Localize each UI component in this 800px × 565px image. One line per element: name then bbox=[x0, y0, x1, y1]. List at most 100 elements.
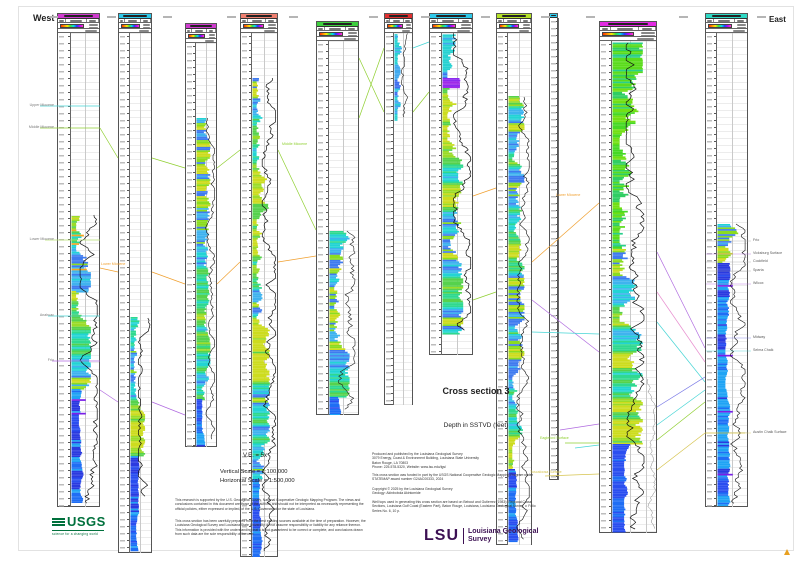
depth-tick-marks bbox=[713, 36, 716, 507]
well-track-body bbox=[241, 33, 277, 557]
gr-colorbar-row bbox=[58, 23, 99, 29]
well-header-row bbox=[497, 29, 531, 33]
track-divider bbox=[140, 33, 141, 553]
log-curve bbox=[729, 223, 745, 504]
gr-colorbar-row bbox=[317, 31, 358, 37]
log-curve-area bbox=[441, 33, 472, 355]
well-header-row bbox=[119, 19, 151, 23]
gr-colorbar bbox=[432, 24, 457, 28]
east-label: East bbox=[769, 15, 786, 24]
well-track-body bbox=[706, 33, 747, 507]
gr-colorbar bbox=[602, 32, 635, 36]
well-log-track-7 bbox=[429, 13, 473, 355]
usgs-logo: USGS science for a changing world bbox=[52, 514, 106, 536]
well-track-body bbox=[497, 33, 531, 545]
log-fill-svg bbox=[612, 42, 655, 533]
ve-label: V.E. = 5x bbox=[243, 453, 267, 459]
page-marker-icon[interactable] bbox=[784, 549, 790, 555]
lsu-wordmark: LSU bbox=[424, 527, 459, 544]
gr-colorbar bbox=[708, 24, 732, 28]
well-header-row bbox=[497, 19, 531, 23]
gr-colorbar-row bbox=[706, 23, 747, 29]
well-log-track-8 bbox=[496, 13, 532, 545]
log-curve-area bbox=[393, 33, 412, 405]
depth-scale bbox=[430, 33, 442, 355]
log-curve-area bbox=[507, 33, 531, 545]
log-curve-area bbox=[328, 41, 358, 415]
depth-tick-numbers bbox=[242, 36, 247, 557]
depth-tick-marks bbox=[390, 36, 393, 405]
well-header-row bbox=[186, 39, 216, 43]
horizontal-scale-label: Horizontal Scale = 1:500,000 bbox=[220, 478, 295, 484]
gr-colorbar bbox=[60, 24, 84, 28]
depth-scale bbox=[550, 18, 559, 480]
well-log-track-4 bbox=[240, 13, 278, 557]
well-track-body bbox=[317, 41, 358, 415]
depth-tick-numbers bbox=[59, 36, 64, 507]
well-track-body bbox=[430, 33, 472, 355]
well-title-bar bbox=[497, 14, 531, 19]
depth-tick-marks bbox=[126, 36, 129, 553]
usgs-wordmark: USGS bbox=[67, 514, 106, 529]
log-curve bbox=[337, 230, 355, 410]
distance-label-smudge bbox=[49, 16, 58, 18]
credits-copyright: Copyright © 2025 by the Louisiana Geolog… bbox=[372, 487, 453, 496]
log-curve-area bbox=[70, 33, 99, 507]
well-log-track-1 bbox=[57, 13, 100, 507]
gr-colorbar-row bbox=[119, 23, 151, 29]
preparation-disclaimer: This cross section has been carefully pr… bbox=[175, 519, 366, 537]
depth-tick-numbers bbox=[431, 36, 436, 355]
distance-label-smudge bbox=[107, 16, 116, 18]
gr-colorbar-row bbox=[385, 23, 412, 29]
depth-tick-numbers bbox=[707, 36, 712, 507]
log-fill-svg bbox=[508, 96, 529, 543]
gr-colorbar bbox=[499, 24, 519, 28]
well-header-row bbox=[430, 19, 472, 23]
gr-colorbar-row bbox=[430, 23, 472, 29]
log-fill-svg bbox=[717, 223, 745, 507]
well-title-text-smudge bbox=[63, 15, 94, 17]
track-divider bbox=[731, 33, 733, 507]
well-header-row bbox=[430, 29, 472, 33]
credits-produced: Produced and published by the Louisiana … bbox=[372, 452, 479, 470]
well-title-bar bbox=[119, 14, 151, 19]
well-header-row bbox=[241, 19, 277, 23]
track-divider bbox=[343, 41, 344, 415]
log-fill-svg bbox=[252, 77, 276, 557]
well-header-row bbox=[600, 27, 656, 31]
log-curve bbox=[79, 214, 98, 504]
well-header-row bbox=[58, 19, 99, 23]
well-log-track-10 bbox=[599, 21, 657, 533]
usgs-wave-icon bbox=[52, 518, 65, 526]
depth-tick-numbers bbox=[187, 46, 192, 447]
gr-colorbar bbox=[319, 32, 343, 36]
depth-tick-marks bbox=[504, 36, 507, 545]
log-curve bbox=[452, 33, 471, 331]
depth-tick-marks bbox=[192, 46, 195, 447]
well-title-bar bbox=[706, 14, 747, 19]
lsu-lgs-logo: LSU Louisiana Geological Survey bbox=[424, 527, 538, 545]
depth-tick-numbers bbox=[120, 36, 125, 553]
depth-tick-numbers bbox=[498, 36, 503, 545]
well-title-text-smudge bbox=[246, 15, 272, 17]
logo-divider bbox=[463, 528, 464, 544]
depth-scale bbox=[600, 41, 612, 533]
well-title-bar bbox=[550, 14, 557, 18]
depth-scale bbox=[58, 33, 71, 507]
track-divider bbox=[402, 33, 404, 405]
log-curve bbox=[137, 317, 150, 497]
lgs-wordmark-line2: Survey bbox=[468, 536, 492, 543]
research-disclaimer: This research is supported by the U.S. G… bbox=[175, 498, 364, 511]
depth-tick-numbers bbox=[601, 44, 606, 533]
depth-units-label: Depth in SSTVD (feet) bbox=[443, 422, 509, 429]
well-title-bar bbox=[241, 14, 277, 19]
track-divider bbox=[264, 33, 265, 557]
well-track-body bbox=[385, 33, 412, 405]
log-fill-svg bbox=[394, 33, 408, 121]
well-title-text-smudge bbox=[322, 23, 353, 25]
well-title-bar bbox=[186, 24, 216, 29]
well-title-text-smudge bbox=[550, 14, 557, 17]
log-curve bbox=[261, 77, 276, 552]
well-title-text-smudge bbox=[607, 23, 649, 25]
